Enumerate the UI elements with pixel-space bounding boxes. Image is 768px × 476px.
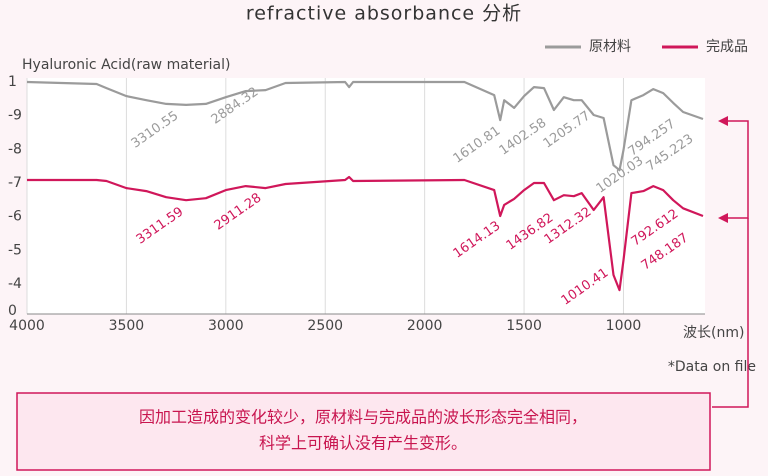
bracket (712, 120, 749, 408)
x-tick-label: 1500 (506, 318, 542, 334)
plot-area (27, 78, 705, 314)
x-axis-label: 波长(nm) (683, 325, 744, 341)
series-line (26, 80, 704, 172)
y-axis-label: Hyaluronic Acid(raw material) (22, 57, 230, 73)
arrowheads (718, 116, 728, 223)
footnote: *Data on file (668, 359, 756, 375)
note-line: 科学上可确认没有产生变形。 (259, 434, 467, 453)
y-tick-label: -7 (8, 175, 22, 191)
y-tick-label: -4 (8, 276, 22, 292)
x-tick-label: 4000 (9, 318, 45, 334)
y-tick-label: 1 (8, 74, 17, 90)
x-tick-label: 1000 (606, 318, 642, 334)
bracket-line (722, 120, 749, 219)
legend-label: 完成品 (706, 39, 748, 55)
y-tick-label: -6 (8, 209, 22, 225)
y-tick-label: -9 (8, 108, 22, 124)
y-tick-label: 0 (8, 303, 17, 319)
chart-title: refractive absorbance 分析 (246, 3, 522, 25)
connector-line (712, 218, 749, 408)
x-tick-label: 3500 (109, 318, 145, 334)
note-line: 因加工造成的变化较少，原材料与完成品的波长形态完全相同， (139, 408, 587, 427)
y-tick-label: -5 (8, 242, 22, 258)
y-tick-label: -8 (8, 141, 22, 157)
note-box (16, 392, 711, 471)
x-tick-label: 3000 (208, 318, 244, 334)
legend-label: 原材料 (589, 39, 631, 55)
x-tick-label: 2000 (407, 318, 443, 334)
series-line (27, 175, 704, 292)
x-tick-label: 2500 (307, 318, 343, 334)
